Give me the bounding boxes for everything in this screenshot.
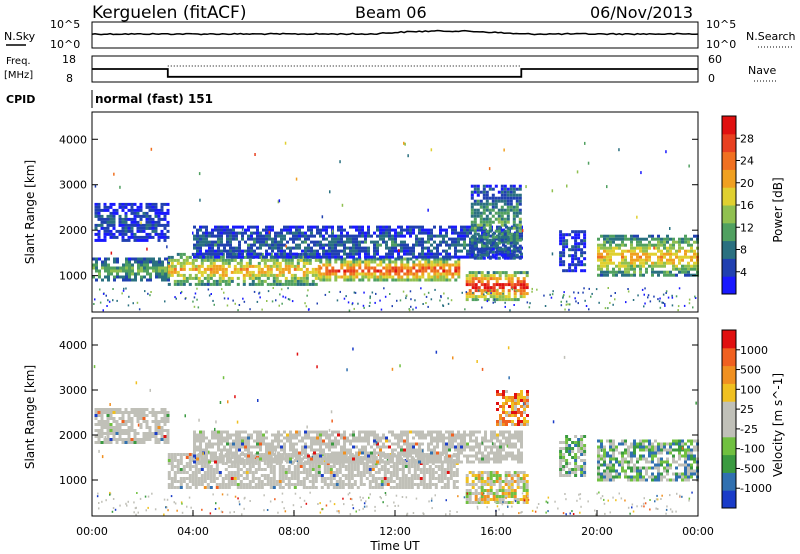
velocity-panel: 1000 2000 3000 4000 00:00 04:00 08:00 12:00 16:… bbox=[23, 317, 714, 553]
colorbar-segment bbox=[722, 205, 736, 224]
date-title: 06/Nov/2013 bbox=[590, 3, 693, 22]
ytick-label: 2000 bbox=[59, 429, 87, 442]
colorbar-tick-label: 24 bbox=[740, 155, 754, 168]
colorbar-segment bbox=[722, 116, 736, 135]
colorbar-tick-label: 1000 bbox=[740, 344, 768, 357]
colorbar-segment bbox=[722, 383, 736, 402]
xtick-label: 04:00 bbox=[177, 525, 209, 538]
freq-left-tick-top: 18 bbox=[62, 53, 76, 66]
freq-panel: Freq. [MHz] 18 8 60 0 Nave bbox=[4, 53, 776, 85]
nsky-panel: N.Sky 10^5 10^0 10^5 10^0 N.Search bbox=[4, 18, 796, 51]
colorbar-segment bbox=[722, 330, 736, 349]
colorbar-tick-label: 20 bbox=[740, 177, 754, 190]
freq-unit-label: [MHz] bbox=[4, 70, 33, 81]
nave-label: Nave bbox=[748, 64, 776, 77]
cpid-label: CPID bbox=[6, 93, 35, 106]
colorbar-segment bbox=[722, 133, 736, 153]
cpid-text: normal (fast) 151 bbox=[95, 92, 213, 106]
ytick-label: 1000 bbox=[59, 474, 87, 487]
colorbar-segment bbox=[722, 419, 736, 438]
nave-right-tick-bottom: 0 bbox=[708, 72, 715, 85]
colorbar-segment bbox=[722, 258, 736, 277]
freq-left-tick-bottom: 8 bbox=[66, 72, 73, 85]
colorbar-tick-label: 28 bbox=[740, 132, 754, 145]
colorbar-segment bbox=[722, 365, 736, 384]
nsky-trace bbox=[91, 29, 699, 36]
beam-title: Beam 06 bbox=[355, 3, 427, 22]
colorbar-tick-label: 500 bbox=[740, 364, 761, 377]
ytick-label: 4000 bbox=[59, 133, 87, 146]
colorbar-tick-label: -500 bbox=[740, 462, 765, 475]
colorbar-segment bbox=[722, 169, 736, 188]
colorbar-tick-label: 4 bbox=[740, 266, 747, 279]
ytick-label: 1000 bbox=[59, 270, 87, 283]
nave-right-tick-top: 60 bbox=[708, 53, 722, 66]
velocity-heatmap bbox=[93, 346, 699, 516]
nsky-left-tick-top: 10^5 bbox=[50, 18, 80, 31]
power-heatmap bbox=[92, 141, 699, 312]
colorbar-tick-label: 12 bbox=[740, 221, 754, 234]
xtick-label: 12:00 bbox=[379, 525, 411, 538]
freq-label: Freq. bbox=[6, 56, 31, 67]
ytick-label: 2000 bbox=[59, 224, 87, 237]
colorbar-segment bbox=[722, 472, 736, 491]
power-colorbar-label: Power [dB] bbox=[771, 177, 785, 242]
colorbar-tick-label: 8 bbox=[740, 244, 747, 257]
colorbar-segment bbox=[722, 490, 736, 509]
ytick-label: 4000 bbox=[59, 339, 87, 352]
ytick-label: 3000 bbox=[59, 179, 87, 192]
xtick-label: 20:00 bbox=[581, 525, 613, 538]
colorbar-segment bbox=[722, 187, 736, 206]
colorbar-segment bbox=[722, 347, 736, 367]
colorbar-tick-label: 100 bbox=[740, 383, 761, 396]
power-ylabel: Slant Range [km] bbox=[23, 160, 37, 264]
nsky-right-tick-bottom: 10^0 bbox=[706, 38, 736, 51]
colorbar-segment bbox=[722, 401, 736, 420]
colorbar-tick-label: 25 bbox=[740, 403, 754, 416]
station-title: Kerguelen (fitACF) bbox=[92, 3, 246, 23]
cpid-panel: CPID normal (fast) 151 bbox=[6, 90, 213, 108]
nsky-left-tick-bottom: 10^0 bbox=[50, 38, 80, 51]
colorbar-tick-label: -100 bbox=[740, 443, 765, 456]
colorbar-tick-label: 16 bbox=[740, 199, 754, 212]
colorbar-segment bbox=[722, 222, 736, 242]
colorbar-segment bbox=[722, 151, 736, 170]
nsky-label: N.Sky bbox=[4, 30, 36, 43]
ytick-label: 3000 bbox=[59, 384, 87, 397]
xtick-label: 16:00 bbox=[480, 525, 512, 538]
velocity-colorbar-label: Velocity [m s^-1] bbox=[771, 373, 785, 477]
velocity-colorbar: 1000 500 100 25 -25 -100 -500 -1000 bbox=[721, 329, 772, 509]
power-colorbar: 4 8 12 16 20 24 28 bbox=[721, 115, 754, 295]
velocity-ylabel: Slant Range [km] bbox=[23, 365, 37, 469]
colorbar-segment bbox=[722, 454, 736, 473]
time-xlabel: Time UT bbox=[369, 539, 420, 553]
colorbar-segment bbox=[722, 240, 736, 259]
colorbar-segment bbox=[722, 276, 736, 295]
power-panel: 1000 2000 3000 4000 Slant Range [km] bbox=[23, 111, 699, 313]
nsearch-label: N.Search bbox=[746, 30, 796, 43]
xtick-label: 08:00 bbox=[278, 525, 310, 538]
colorbar-tick-label: -25 bbox=[740, 423, 758, 436]
colorbar-tick-label: -1000 bbox=[740, 482, 772, 495]
xtick-label: 00:00 bbox=[76, 525, 108, 538]
xtick-label: 00:00 bbox=[682, 525, 714, 538]
freq-trace bbox=[92, 68, 698, 78]
nsky-right-tick-top: 10^5 bbox=[706, 18, 736, 31]
colorbar-segment bbox=[722, 436, 736, 456]
